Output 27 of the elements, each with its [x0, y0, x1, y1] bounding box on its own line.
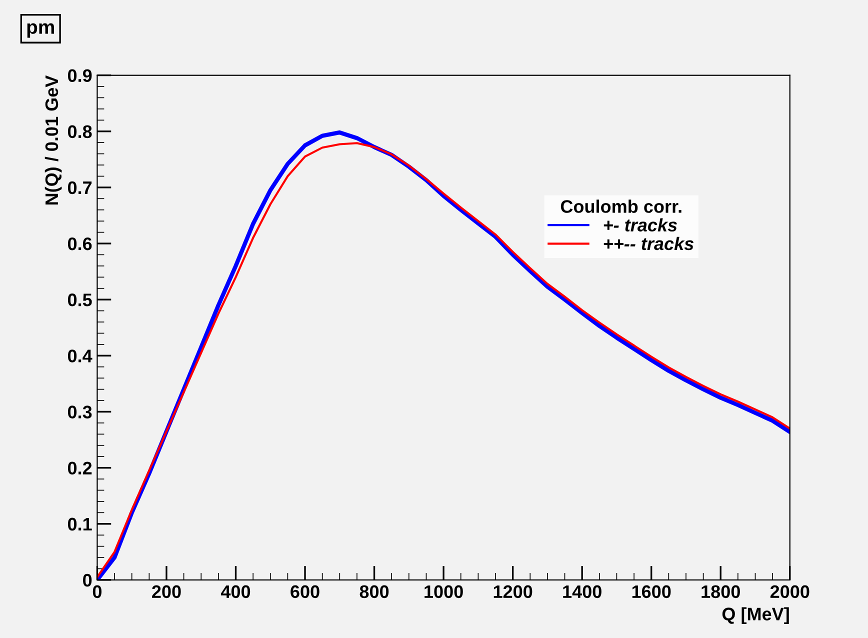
- legend-label: ++-- tracks: [604, 236, 694, 250]
- legend-title: Coulomb corr.: [560, 200, 682, 213]
- y-tick-label: 0.7: [68, 181, 92, 194]
- y-tick-label: 0.5: [68, 294, 92, 306]
- x-tick-label: 1600: [632, 585, 671, 598]
- y-tick-label: 0.2: [68, 462, 92, 475]
- x-tick-label: 200: [152, 585, 181, 598]
- x-tick-label: 1800: [702, 585, 740, 598]
- y-tick-label: 0.1: [68, 518, 92, 531]
- x-tick-label: 1400: [563, 585, 602, 598]
- chart-title: pm: [27, 23, 54, 38]
- x-axis-title: Q [MeV]: [722, 607, 789, 624]
- x-tick-label: 1000: [424, 585, 463, 598]
- y-tick-label: 0: [83, 574, 92, 587]
- x-tick-label: 800: [360, 585, 389, 598]
- legend-label: +- tracks: [604, 218, 677, 232]
- y-tick-label: 0.6: [68, 237, 92, 250]
- y-axis-title: N(Q) / 0.01 GeV: [44, 75, 62, 205]
- y-tick-label: 0.4: [68, 350, 92, 362]
- x-tick-label: 600: [290, 585, 320, 598]
- x-tick-label: 1200: [494, 585, 532, 598]
- y-tick-label: 0.3: [68, 406, 92, 418]
- x-tick-label: 400: [220, 585, 250, 598]
- x-tick-label: 2000: [770, 585, 810, 598]
- y-tick-label: 0.9: [68, 69, 92, 82]
- y-tick-label: 0.8: [68, 125, 92, 138]
- x-tick-label: 0: [92, 585, 102, 598]
